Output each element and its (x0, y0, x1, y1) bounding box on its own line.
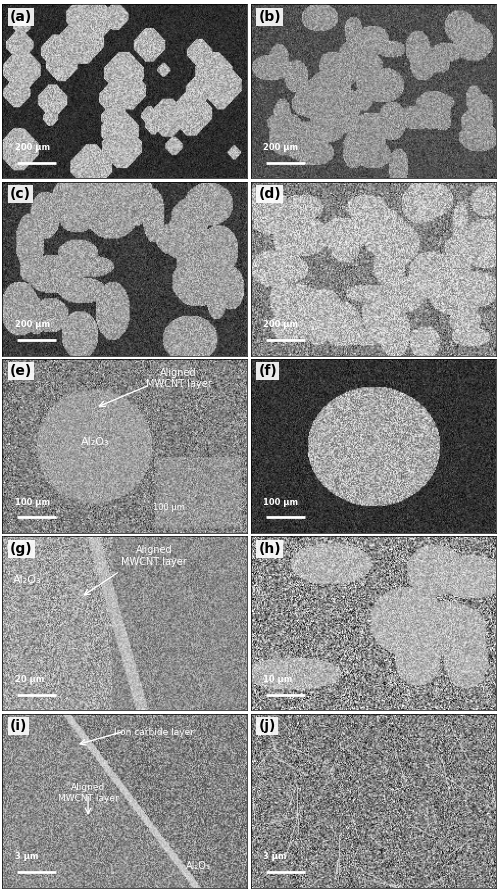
Text: (a): (a) (10, 10, 32, 24)
Text: 100 μm: 100 μm (263, 498, 298, 507)
Text: (c): (c) (10, 187, 31, 201)
Text: 200 μm: 200 μm (263, 143, 298, 153)
Text: (g): (g) (10, 541, 32, 556)
Text: Iron carbide layer: Iron carbide layer (114, 728, 194, 737)
Text: 3 μm: 3 μm (15, 853, 38, 862)
Text: 100 μm: 100 μm (153, 503, 185, 512)
Text: 200 μm: 200 μm (15, 320, 50, 329)
Text: 100 μm: 100 μm (15, 498, 50, 507)
Text: (h): (h) (258, 541, 281, 556)
Text: Aligned
MWCNT layer: Aligned MWCNT layer (146, 368, 212, 390)
Text: (d): (d) (258, 187, 281, 201)
Text: (i): (i) (10, 719, 27, 733)
Text: 10 μm: 10 μm (263, 675, 293, 684)
Text: Aligned
MWCNT layer: Aligned MWCNT layer (58, 783, 119, 803)
Text: (e): (e) (10, 364, 32, 378)
Text: 200 μm: 200 μm (263, 320, 298, 329)
Text: 3 μm: 3 μm (263, 853, 287, 862)
Text: Al₂O₃: Al₂O₃ (186, 862, 211, 871)
Text: 200 μm: 200 μm (15, 143, 50, 153)
Text: 20 μm: 20 μm (15, 675, 44, 684)
Text: (b): (b) (258, 10, 281, 24)
Text: Aligned
MWCNT layer: Aligned MWCNT layer (121, 545, 187, 566)
Text: (j): (j) (258, 719, 276, 733)
Text: (f): (f) (258, 364, 277, 378)
Text: Al₂O₃: Al₂O₃ (81, 437, 110, 447)
Text: Al₂O₃: Al₂O₃ (12, 574, 41, 584)
